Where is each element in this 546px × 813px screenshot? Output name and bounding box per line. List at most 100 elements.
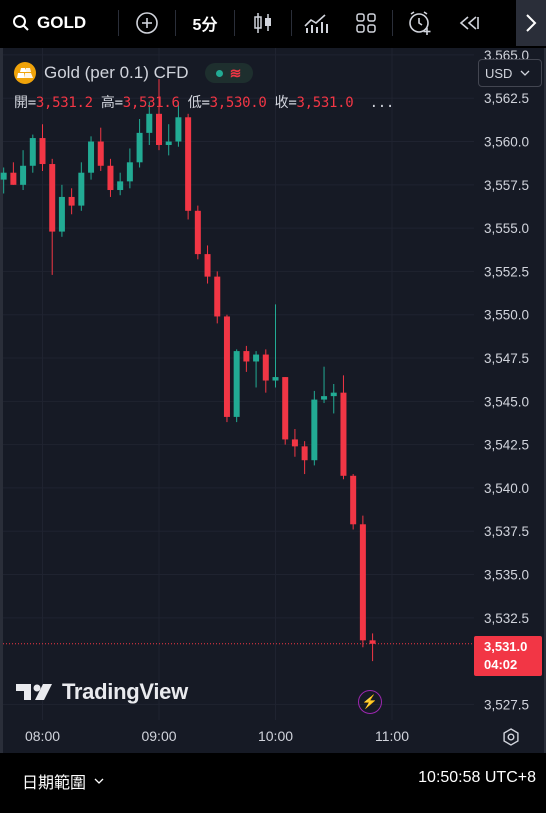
candle [49, 158, 56, 275]
market-open-dot-icon [215, 69, 223, 77]
plus-circle-icon [136, 12, 158, 34]
chart-type-button[interactable] [235, 0, 291, 46]
candles [0, 79, 376, 662]
candle [78, 162, 85, 211]
price-axis[interactable]: 3,565.03,562.53,560.03,557.53,555.03,552… [484, 48, 529, 712]
candle-body [185, 117, 192, 211]
layout-button[interactable] [340, 0, 392, 46]
price-tick-label: 3,547.5 [484, 351, 529, 366]
candle [204, 245, 211, 284]
candle [39, 124, 46, 171]
toolbar-divider [392, 10, 393, 36]
price-tick-label: 3,562.5 [484, 91, 529, 106]
candle [175, 101, 182, 147]
candle-body [0, 172, 7, 180]
price-tick-label: 3,535.0 [484, 568, 529, 583]
candle [272, 304, 279, 388]
alert-clock-icon [409, 11, 431, 35]
legend-more-button[interactable]: ... [369, 95, 395, 111]
candle-body [78, 172, 85, 206]
replay-icon [459, 16, 479, 30]
interval-button[interactable]: 5分 [176, 0, 234, 46]
candle-body [10, 172, 17, 185]
price-tick-label: 3,532.5 [484, 611, 529, 626]
candle [194, 205, 201, 260]
interval-label: 5分 [192, 17, 218, 34]
toolbar-divider [175, 10, 176, 36]
candle [243, 345, 250, 372]
candle-body [68, 196, 75, 206]
candle-body [253, 354, 260, 362]
time-tick-label: 10:00 [257, 728, 294, 744]
candle-body [262, 354, 269, 381]
candle-body [97, 141, 104, 166]
toolbar-more-button[interactable] [516, 0, 546, 46]
candle [165, 124, 172, 156]
toolbar-divider [291, 10, 292, 36]
instrument-name[interactable]: Gold (per 0.1) CFD [44, 63, 189, 82]
candle [117, 172, 124, 196]
search-icon [13, 15, 29, 31]
candle [88, 136, 95, 180]
candle [68, 188, 75, 215]
symbol-search-button[interactable]: GOLD [0, 0, 118, 46]
price-chart[interactable]: 3,565.03,562.53,560.03,557.53,555.03,552… [0, 48, 546, 753]
candle [136, 119, 143, 168]
lightning-button[interactable]: ⚡ [358, 690, 382, 714]
indicators-button[interactable] [292, 0, 340, 46]
candle [340, 375, 347, 480]
candle-body [301, 446, 308, 461]
toolbar-divider [118, 10, 119, 36]
tradingview-logo[interactable]: TradingView [16, 679, 188, 705]
time-tick-label: 08:00 [24, 728, 61, 744]
date-range-label: 日期範圍 [22, 775, 87, 792]
candle-body [156, 113, 162, 145]
candle [350, 474, 357, 530]
date-range-button[interactable]: 日期範圍 [22, 769, 104, 793]
candle [97, 127, 104, 171]
candle [185, 113, 192, 220]
candle-body [369, 640, 376, 644]
replay-button[interactable] [447, 0, 491, 46]
toolbar-divider [234, 10, 235, 36]
candle-body [194, 210, 201, 255]
chevron-right-icon [526, 14, 537, 32]
candle-body [214, 276, 221, 317]
candle [311, 390, 318, 466]
clock-timezone[interactable]: 10:50:58 UTC+8 [418, 769, 536, 786]
lightning-icon: ⚡ [361, 694, 379, 709]
delayed-data-icon: ≋ [229, 65, 242, 81]
candle [126, 148, 133, 189]
candle [233, 349, 240, 423]
currency-select[interactable]: USD [478, 59, 542, 87]
market-status-pill[interactable]: ≋ [204, 63, 253, 83]
candle [0, 167, 7, 194]
low-label: 低= [187, 95, 210, 111]
candle-body [39, 138, 46, 165]
candle-body [243, 351, 250, 362]
candle [107, 158, 114, 197]
candle [10, 162, 17, 185]
candle [156, 79, 162, 151]
candle-body [340, 392, 347, 476]
layout-grid-icon [356, 13, 376, 33]
currency-label: USD [485, 65, 513, 81]
time-tick-label: 11:00 [375, 728, 409, 744]
candle [58, 184, 65, 237]
candle [369, 633, 376, 662]
price-tick-label: 3,537.5 [484, 524, 529, 539]
price-tick-label: 3,545.0 [484, 394, 529, 409]
candle-body [350, 475, 357, 525]
candle-body [204, 254, 211, 277]
tradingview-wordmark: TradingView [62, 679, 188, 704]
compare-symbol-button[interactable] [119, 0, 175, 46]
candle-body [282, 377, 289, 440]
tradingview-logo-icon [16, 684, 52, 700]
top-toolbar: GOLD 5分 [0, 0, 546, 46]
candle [330, 384, 337, 414]
chart-settings-button[interactable] [502, 728, 520, 751]
alert-button[interactable] [393, 0, 447, 46]
high-label: 高= [100, 95, 123, 111]
chevron-down-icon [94, 778, 104, 784]
